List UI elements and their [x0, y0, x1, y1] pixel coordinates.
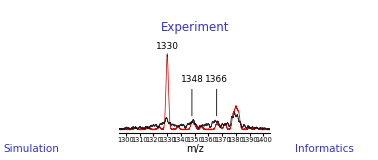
Text: 1330: 1330: [156, 42, 179, 56]
Text: Informatics: Informatics: [295, 144, 354, 154]
Text: Simulation: Simulation: [4, 144, 60, 154]
X-axis label: m/z: m/z: [186, 144, 203, 154]
Text: 1348: 1348: [180, 75, 203, 116]
Title: Experiment: Experiment: [160, 21, 229, 34]
Text: 1366: 1366: [205, 75, 228, 116]
